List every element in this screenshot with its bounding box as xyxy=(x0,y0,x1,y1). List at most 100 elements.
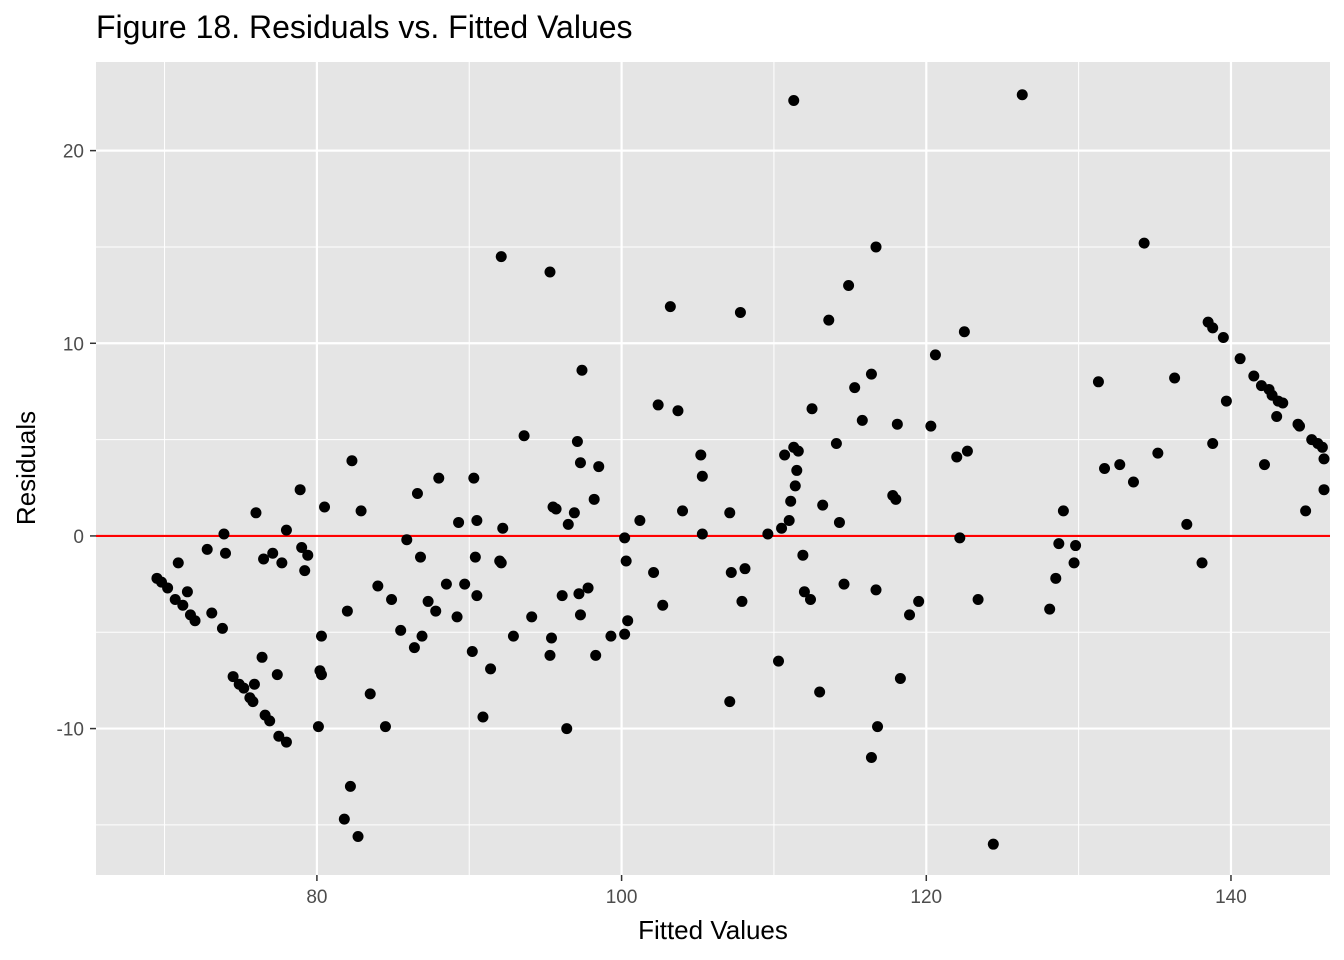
data-point xyxy=(181,586,193,598)
data-point xyxy=(664,301,676,313)
data-point xyxy=(695,449,707,461)
data-point xyxy=(773,655,785,667)
data-point xyxy=(776,522,788,534)
data-point xyxy=(1068,557,1080,569)
data-point xyxy=(497,522,509,534)
data-point xyxy=(422,595,434,607)
data-point xyxy=(319,501,331,513)
data-point xyxy=(961,445,973,457)
data-point xyxy=(865,751,877,763)
data-point xyxy=(561,723,573,735)
data-point xyxy=(788,95,800,107)
data-point xyxy=(344,780,356,792)
data-point xyxy=(338,813,350,825)
data-point xyxy=(1207,437,1219,449)
data-point xyxy=(593,461,605,473)
data-point xyxy=(414,551,426,563)
data-point xyxy=(189,615,201,627)
data-point xyxy=(657,599,669,611)
data-point xyxy=(677,505,689,517)
data-point xyxy=(550,503,562,515)
minor-gridlines xyxy=(96,62,1330,875)
data-point xyxy=(872,721,884,733)
data-point xyxy=(485,663,497,675)
data-point xyxy=(172,557,184,569)
data-point xyxy=(972,594,984,606)
data-point xyxy=(1277,397,1289,409)
data-point xyxy=(379,721,391,733)
data-point xyxy=(838,578,850,590)
data-point xyxy=(913,595,925,607)
data-point xyxy=(1207,322,1219,334)
data-point xyxy=(736,595,748,607)
data-point xyxy=(401,534,413,546)
y-axis-title: Residuals xyxy=(11,411,41,525)
data-point xyxy=(296,541,308,553)
data-point xyxy=(216,622,228,634)
data-point xyxy=(865,368,877,380)
data-point xyxy=(792,445,804,457)
data-point xyxy=(1271,410,1283,422)
data-point xyxy=(219,547,231,559)
data-point xyxy=(1258,459,1270,471)
data-point xyxy=(791,464,803,476)
data-point xyxy=(573,588,585,600)
data-point xyxy=(724,507,736,519)
data-point xyxy=(805,594,817,606)
data-point xyxy=(797,549,809,561)
data-point xyxy=(891,418,903,430)
data-point xyxy=(526,611,538,623)
data-point xyxy=(556,590,568,602)
data-point xyxy=(830,437,842,449)
data-point xyxy=(814,686,826,698)
data-point xyxy=(1127,476,1139,488)
data-point xyxy=(870,584,882,596)
data-point xyxy=(206,607,218,619)
data-point xyxy=(294,484,306,496)
data-point xyxy=(954,532,966,544)
data-point xyxy=(696,470,708,482)
data-point xyxy=(544,266,556,278)
data-point xyxy=(1217,331,1229,343)
data-point xyxy=(762,528,774,540)
data-point xyxy=(315,630,327,642)
data-point xyxy=(779,449,791,461)
data-point xyxy=(416,630,428,642)
y-tick-label: 20 xyxy=(63,142,84,163)
data-point xyxy=(1152,447,1164,459)
x-axis-title: Fitted Values xyxy=(638,915,788,945)
data-point xyxy=(1294,420,1306,432)
y-axis-ticks: -10 0 10 20 xyxy=(57,142,96,741)
data-point xyxy=(544,649,556,661)
data-point xyxy=(894,672,906,684)
data-point xyxy=(471,590,483,602)
data-point xyxy=(346,455,358,467)
data-point xyxy=(411,488,423,500)
data-point xyxy=(620,555,632,567)
data-point xyxy=(568,507,580,519)
data-point xyxy=(1234,353,1246,365)
data-point xyxy=(648,567,660,579)
data-point xyxy=(1169,372,1181,384)
data-point xyxy=(817,499,829,511)
data-point xyxy=(264,715,276,727)
data-point xyxy=(571,436,583,448)
data-point xyxy=(267,547,279,559)
data-point xyxy=(1181,518,1193,530)
data-point xyxy=(696,528,708,540)
y-tick-label: 0 xyxy=(73,527,84,548)
data-point xyxy=(280,736,292,748)
data-point xyxy=(453,516,465,528)
data-point xyxy=(280,524,292,536)
data-point xyxy=(739,563,751,575)
data-point xyxy=(355,505,367,517)
data-point xyxy=(507,630,519,642)
y-tick-label: -10 xyxy=(57,720,84,741)
data-point xyxy=(925,420,937,432)
data-point xyxy=(785,495,797,507)
data-point xyxy=(468,472,480,484)
data-point xyxy=(1138,237,1150,249)
data-point xyxy=(312,721,324,733)
data-point xyxy=(177,599,189,611)
data-point xyxy=(987,838,999,850)
